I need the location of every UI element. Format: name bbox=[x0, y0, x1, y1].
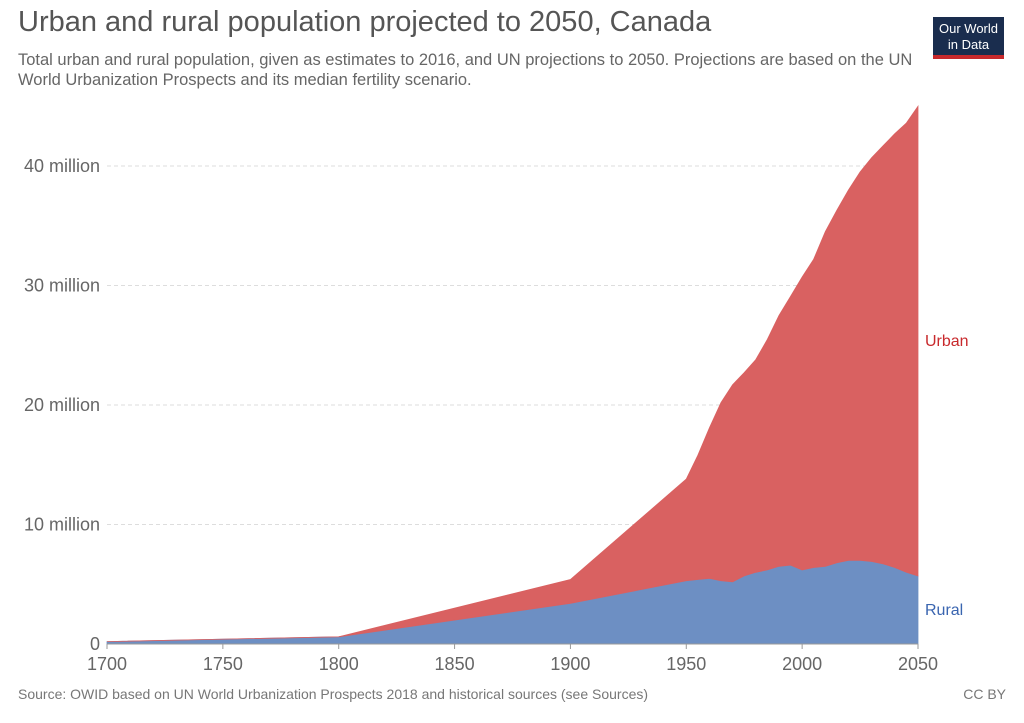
x-tick-label-0: 1700 bbox=[87, 654, 127, 674]
license-link[interactable]: CC BY bbox=[963, 686, 1006, 702]
owid-logo[interactable]: Our World in Data bbox=[933, 17, 1004, 59]
x-tick-label-7: 2050 bbox=[898, 654, 938, 674]
y-tick-label-3: 30 million bbox=[24, 276, 100, 296]
area-urban bbox=[106, 105, 919, 642]
chart-subtitle: Total urban and rural population, given … bbox=[18, 51, 913, 89]
logo-line-1: Our World bbox=[939, 21, 998, 36]
x-tick-label-5: 1950 bbox=[666, 654, 706, 674]
source-note[interactable]: Source: OWID based on UN World Urbanizat… bbox=[18, 686, 649, 702]
x-tick-label-2: 1800 bbox=[319, 654, 359, 674]
series-label-urban: Urban bbox=[925, 333, 969, 350]
logo-accent-bar bbox=[933, 55, 1004, 59]
x-tick-label-1: 1750 bbox=[203, 654, 243, 674]
x-tick-label-6: 2000 bbox=[782, 654, 822, 674]
y-tick-label-0: 0 bbox=[90, 634, 100, 654]
chart-title: Urban and rural population projected to … bbox=[18, 6, 712, 38]
y-tick-label-1: 10 million bbox=[24, 515, 100, 535]
series-label-rural: Rural bbox=[925, 602, 963, 619]
x-tick-label-4: 1900 bbox=[550, 654, 590, 674]
y-tick-label-4: 40 million bbox=[24, 156, 100, 176]
logo-line-2: in Data bbox=[947, 37, 990, 52]
x-tick-label-3: 1850 bbox=[435, 654, 475, 674]
y-tick-label-2: 20 million bbox=[24, 395, 100, 415]
